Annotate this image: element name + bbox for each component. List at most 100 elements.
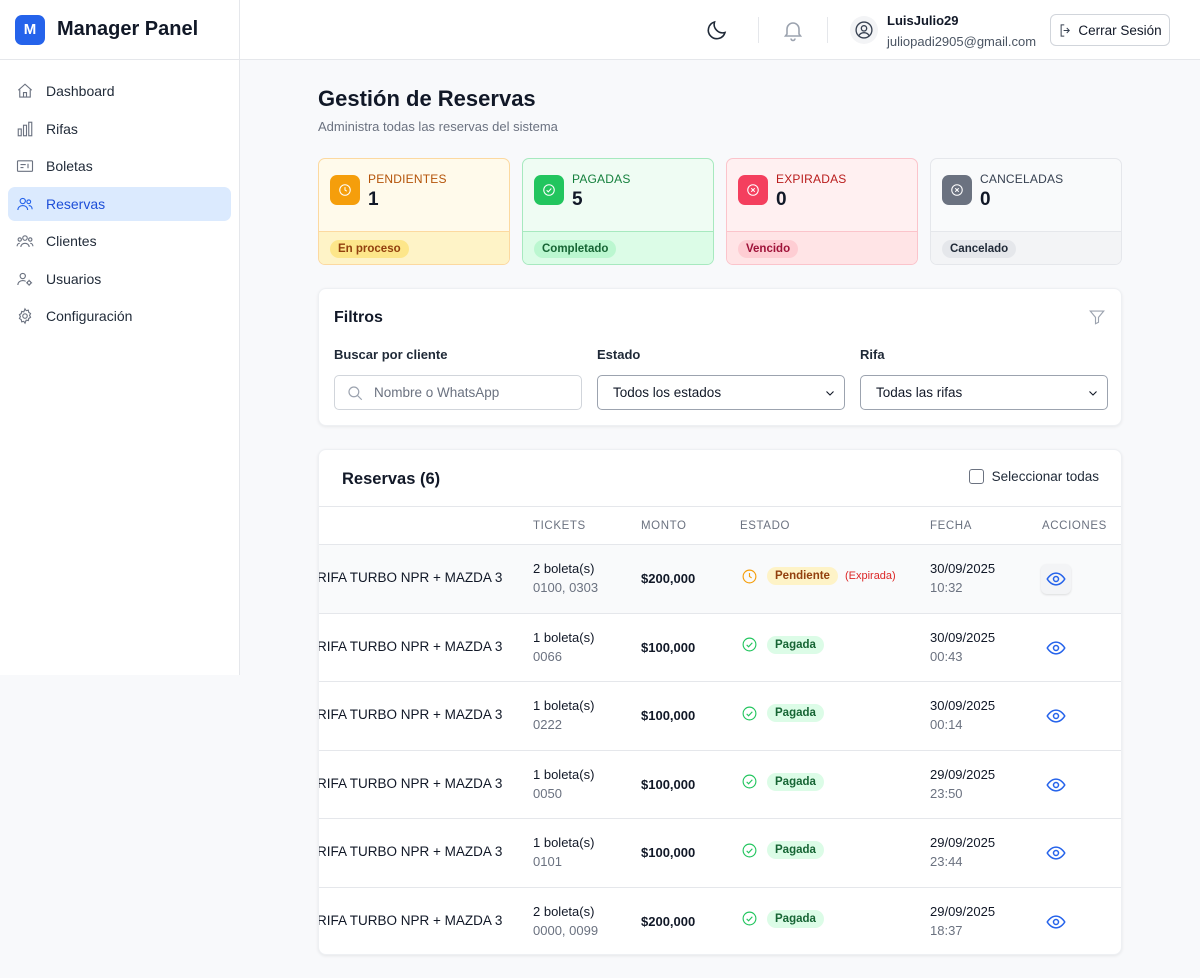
chevron-down-icon xyxy=(826,390,834,396)
fecha-cell: 30/09/2025 00:14 xyxy=(930,698,995,732)
rifa-name: RIFA TURBO NPR + MAZDA 3 xyxy=(318,638,503,654)
status-badge: Vencido xyxy=(738,240,799,258)
column-header-monto[interactable]: MONTO xyxy=(641,520,687,532)
estado-cell: Pagada xyxy=(741,772,824,791)
sidebar-item-clientes[interactable]: Clientes xyxy=(8,224,231,258)
fecha-time: 10:32 xyxy=(930,580,963,595)
check-circle-icon xyxy=(742,843,757,857)
view-button[interactable] xyxy=(1041,838,1071,868)
fecha-date: 30/09/2025 xyxy=(930,561,996,576)
tickets-numbers: 0101 xyxy=(533,854,562,869)
tickets-numbers: 0000, 0099 xyxy=(533,922,599,938)
estado-select-value: Todos los estados xyxy=(613,385,722,400)
tickets-cell: 1 boleta(s) 0101 xyxy=(533,835,594,869)
bell-icon xyxy=(783,22,803,42)
table-row[interactable]: RIFA TURBO NPR + MAZDA 3 1 boleta(s) 0050 $… xyxy=(318,751,1121,819)
stat-value: 1 xyxy=(368,189,379,210)
avatar[interactable] xyxy=(850,16,878,44)
sidebar: M Manager Panel Dashboard Rifas Boletas … xyxy=(0,0,240,675)
users-group-icon xyxy=(16,235,34,248)
user-cog-icon xyxy=(17,272,33,286)
view-button[interactable] xyxy=(1041,633,1071,663)
column-header-estado[interactable]: ESTADO xyxy=(740,520,791,532)
table-row[interactable]: RIFA TURBO NPR + MAZDA 3 2 boleta(s) 0000,… xyxy=(319,888,1121,955)
sidebar-item-boletas[interactable]: Boletas xyxy=(8,149,231,183)
chevron-down-icon xyxy=(1089,390,1097,396)
fecha-cell: 29/09/2025 23:50 xyxy=(930,767,995,801)
status-badge: Cancelado xyxy=(942,240,1017,258)
table-row[interactable]: RIFA TURBO NPR + MAZDA 3 1 boleta(s) 0101 $… xyxy=(319,819,1121,888)
eye-icon xyxy=(1046,709,1066,723)
filter-toggle[interactable] xyxy=(1088,308,1106,326)
stat-label: EXPIRADAS xyxy=(776,172,847,186)
checkbox[interactable] xyxy=(968,469,984,484)
filters-panel: Filtros Buscar por cliente Estado Rifa N… xyxy=(318,288,1122,426)
rifa-select[interactable]: Todas las rifas xyxy=(860,375,1108,410)
column-header-fecha[interactable]: FECHA xyxy=(930,520,972,532)
stat-card-pendientes: PENDIENTES 1 En proceso xyxy=(318,158,510,265)
sidebar-item-reservas[interactable]: Reservas xyxy=(8,186,231,221)
fecha-time: 18:37 xyxy=(930,922,963,938)
reservas-table-card: Reservas (6) Seleccionar todas TICKETS M… xyxy=(318,449,1122,955)
logout-label: Cerrar Sesión xyxy=(1078,22,1162,38)
view-button[interactable] xyxy=(1041,564,1071,594)
moon-icon xyxy=(707,20,727,40)
view-button[interactable] xyxy=(1041,701,1071,731)
search-icon xyxy=(348,385,363,400)
tickets-count: 1 boleta(s) xyxy=(533,766,595,782)
tickets-count: 1 boleta(s) xyxy=(533,629,595,645)
search-input[interactable]: Nombre o WhatsApp xyxy=(334,375,582,410)
fecha-time: 00:14 xyxy=(930,717,963,732)
rifa-name: RIFA TURBO NPR + MAZDA 3 xyxy=(318,570,503,585)
monto-value: $200,000 xyxy=(641,913,696,929)
estado-select[interactable]: Todos los estados xyxy=(597,375,845,410)
sidebar-item-usuarios[interactable]: Usuarios xyxy=(8,262,231,296)
column-header-tickets[interactable]: TICKETS xyxy=(533,520,586,532)
monto-value: $100,000 xyxy=(641,776,696,792)
fecha-cell: 29/09/2025 23:44 xyxy=(930,835,995,869)
stat-icon-box xyxy=(534,175,564,205)
home-icon xyxy=(17,83,33,98)
logout-button[interactable]: Cerrar Sesión xyxy=(1050,14,1170,46)
monto-value: $100,000 xyxy=(641,708,696,723)
stat-value: 0 xyxy=(980,189,991,210)
page-subtitle: Administra todas las reservas del sistem… xyxy=(318,119,558,134)
rifa-name: RIFA TURBO NPR + MAZDA 3 xyxy=(318,707,503,722)
table-row[interactable]: RIFA TURBO NPR + MAZDA 3 2 boleta(s) 0100,… xyxy=(319,545,1121,614)
estado-cell: Pagada xyxy=(741,704,824,722)
eye-icon xyxy=(1046,572,1066,586)
tickets-count: 1 boleta(s) xyxy=(533,835,595,850)
bar-chart-icon xyxy=(17,121,33,136)
sidebar-item-label: Clientes xyxy=(46,233,97,249)
tickets-count: 1 boleta(s) xyxy=(533,698,595,713)
tickets-cell: 1 boleta(s) 0066 xyxy=(533,630,594,664)
sidebar-item-rifas[interactable]: Rifas xyxy=(8,112,231,146)
sidebar-item-configuracion[interactable]: Configuración xyxy=(8,299,231,333)
fecha-date: 30/09/2025 xyxy=(930,698,996,713)
eye-icon xyxy=(1046,914,1066,929)
stat-label: PAGADAS xyxy=(572,172,631,186)
dark-mode-toggle[interactable] xyxy=(705,18,729,42)
sidebar-item-label: Rifas xyxy=(46,120,78,137)
sidebar-item-dashboard[interactable]: Dashboard xyxy=(8,74,231,108)
table-row[interactable]: RIFA TURBO NPR + MAZDA 3 1 boleta(s) 0066 $… xyxy=(318,614,1121,682)
notifications-button[interactable] xyxy=(781,18,805,42)
view-button[interactable] xyxy=(1041,770,1071,800)
x-circle-icon xyxy=(951,184,963,196)
stat-value: 0 xyxy=(776,189,787,210)
table-row[interactable]: RIFA TURBO NPR + MAZDA 3 1 boleta(s) 0222 $… xyxy=(319,682,1121,751)
eye-icon xyxy=(1046,640,1066,655)
rifa-name: RIFA TURBO NPR + MAZDA 3 xyxy=(318,775,503,791)
tickets-count: 2 boleta(s) xyxy=(533,903,595,919)
tickets-numbers: 0222 xyxy=(533,717,562,732)
user-name: LuisJulio29 xyxy=(887,13,959,28)
tickets-cell: 1 boleta(s) 0222 xyxy=(533,698,594,732)
view-button[interactable] xyxy=(1041,907,1071,937)
search-placeholder: Nombre o WhatsApp xyxy=(374,385,500,400)
check-circle-icon xyxy=(543,184,555,196)
status-badge: Pagada xyxy=(767,909,824,928)
sidebar-item-label: Dashboard xyxy=(46,83,115,99)
eye-icon xyxy=(1046,777,1066,792)
select-all-checkbox[interactable]: Seleccionar todas xyxy=(968,469,1099,484)
fecha-cell: 29/09/2025 18:37 xyxy=(930,904,995,938)
